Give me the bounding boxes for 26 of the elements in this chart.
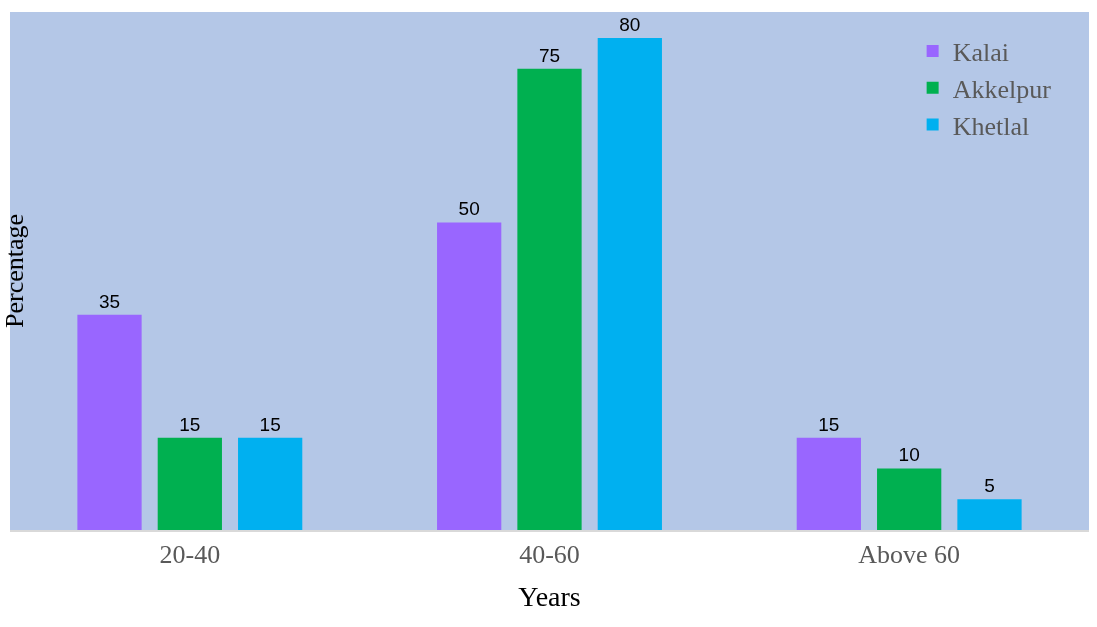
bar	[597, 37, 662, 530]
x-tick-label: Above 60	[858, 540, 961, 570]
bar	[796, 437, 861, 530]
bar	[77, 314, 142, 530]
bar	[957, 499, 1022, 530]
bar	[877, 468, 942, 530]
legend-label: Khetlal	[952, 111, 1030, 141]
legend-label: Akkelpur	[952, 74, 1052, 104]
legend-label: Kalai	[952, 38, 1009, 68]
bar	[157, 437, 222, 530]
bar	[437, 222, 502, 530]
bar	[238, 437, 303, 530]
x-axis-title: Years	[518, 580, 581, 612]
data-label: 5	[984, 475, 995, 497]
data-label: 80	[619, 13, 641, 35]
data-label: 15	[818, 413, 840, 435]
x-tick-label: 40-60	[519, 540, 580, 570]
bar	[517, 68, 582, 530]
y-axis-title: Percentage	[0, 213, 29, 329]
data-label: 15	[259, 413, 281, 435]
data-label: 10	[898, 444, 920, 466]
data-label: 75	[538, 44, 561, 66]
data-label: 50	[458, 198, 480, 220]
data-label: 35	[98, 290, 121, 312]
x-tick-label: 20-40	[159, 540, 221, 570]
data-label: 15	[179, 413, 201, 435]
